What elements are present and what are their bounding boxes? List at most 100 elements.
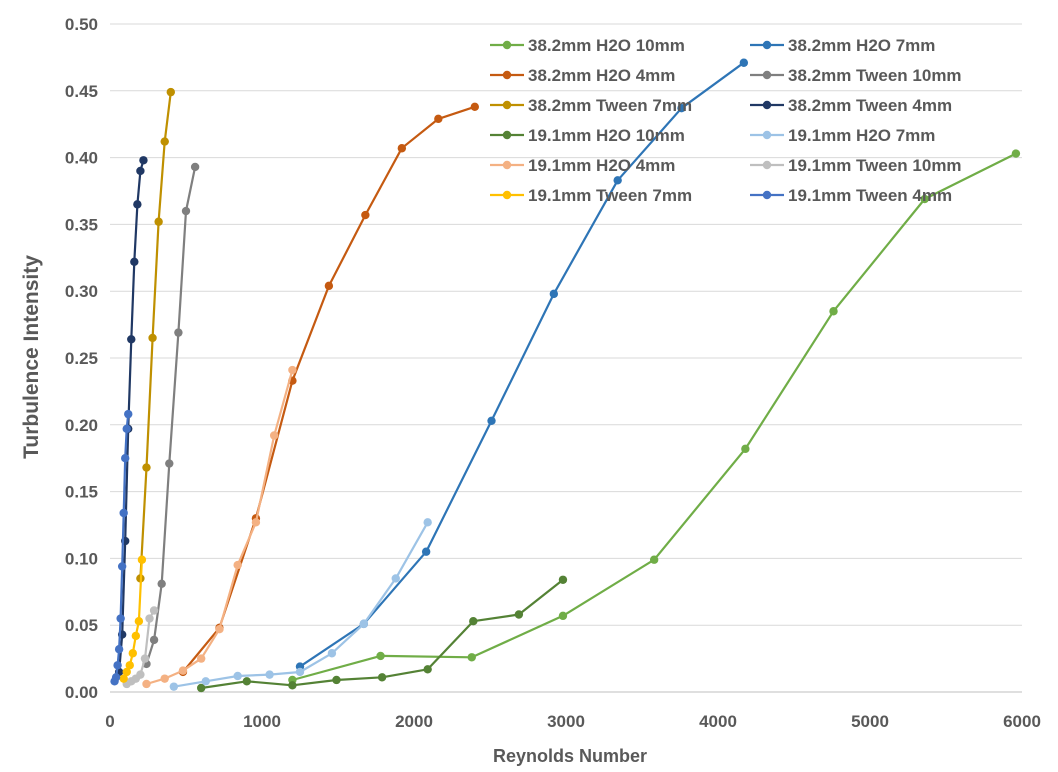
legend-entry: 19.1mm Tween 10mm [750, 156, 962, 175]
legend-entry: 38.2mm H2O 4mm [490, 66, 675, 85]
data-point [160, 674, 169, 683]
data-point [133, 200, 142, 209]
data-point [514, 610, 524, 619]
data-point [421, 547, 431, 556]
data-point [137, 555, 147, 564]
x-tick-label: 0 [105, 712, 114, 731]
data-point [423, 665, 432, 674]
series-19-1mm-tween-4mm [110, 409, 133, 686]
data-point [134, 616, 144, 626]
series-19-1mm-h2o-4mm [142, 365, 297, 689]
data-point [558, 575, 568, 584]
data-point [160, 137, 169, 146]
y-tick-label: 0.50 [65, 15, 98, 34]
data-point [470, 102, 479, 112]
legend-swatch-marker [762, 160, 772, 170]
data-point [139, 156, 148, 165]
data-point [114, 645, 124, 654]
x-tick-label: 6000 [1003, 712, 1041, 731]
data-point [169, 682, 179, 691]
y-axis-title: Turbulence Intensity [20, 255, 43, 459]
data-point [197, 654, 206, 663]
data-point [739, 58, 749, 67]
legend-swatch-marker [502, 100, 512, 110]
series-line [299, 61, 745, 668]
data-point [136, 670, 145, 679]
data-point [288, 681, 297, 690]
data-point [233, 671, 242, 681]
data-point [295, 667, 305, 677]
data-point [649, 555, 659, 564]
data-point [677, 103, 686, 113]
data-point [332, 675, 341, 685]
legend-entry: 19.1mm Tween 7mm [490, 186, 692, 205]
data-point [140, 654, 150, 663]
x-tick-label: 5000 [851, 712, 889, 731]
legend-swatch-marker [502, 160, 512, 170]
legend-label: 38.2mm Tween 10mm [788, 66, 962, 85]
data-point [288, 365, 297, 375]
data-point [265, 670, 274, 679]
data-point [201, 677, 210, 686]
legend-label: 19.1mm H2O 10mm [528, 126, 685, 145]
series-lines [110, 58, 1021, 693]
legend-label: 19.1mm Tween 7mm [528, 186, 692, 205]
data-point [113, 661, 122, 670]
legend-entry: 19.1mm H2O 10mm [490, 126, 685, 145]
data-point [829, 307, 838, 316]
legend-label: 38.2mm H2O 4mm [528, 66, 675, 85]
data-point [157, 579, 166, 588]
data-point [233, 560, 242, 570]
series-19-1mm-tween-7mm [119, 555, 147, 683]
data-point [434, 114, 443, 124]
x-tick-label: 2000 [395, 712, 433, 731]
y-tick-label: 0.05 [65, 616, 98, 635]
legend-swatch-marker [762, 70, 772, 80]
data-point [116, 614, 125, 623]
legend-entry: 38.2mm Tween 10mm [750, 66, 962, 85]
series-38-2mm-h2o-7mm [295, 58, 749, 671]
data-point [181, 206, 191, 216]
y-tick-label: 0.40 [65, 149, 98, 168]
data-point [359, 619, 369, 629]
legend-entry: 19.1mm H2O 4mm [490, 156, 675, 175]
legend-swatch-marker [502, 190, 512, 200]
data-point [487, 416, 496, 425]
data-point [197, 683, 206, 693]
y-tick-label: 0.10 [65, 549, 98, 568]
data-point [149, 606, 159, 615]
legend-swatch-marker [502, 70, 512, 80]
legend: 38.2mm H2O 10mm 38.2mm H2O 7mm 38.2mm H2O … [490, 36, 962, 205]
data-point [130, 257, 139, 267]
data-point [174, 328, 183, 337]
legend-label: 38.2mm Tween 4mm [788, 96, 952, 115]
data-point [111, 673, 121, 682]
data-point [125, 661, 134, 670]
legend-label: 19.1mm H2O 4mm [528, 156, 675, 175]
legend-swatch-marker [762, 100, 772, 110]
y-tick-label: 0.00 [65, 683, 98, 702]
legend-label: 19.1mm Tween 4mm [788, 186, 952, 205]
series-19-1mm-h2o-10mm [197, 575, 568, 693]
data-point [178, 666, 188, 675]
data-point [423, 518, 432, 527]
data-point [165, 459, 174, 468]
data-point [327, 649, 337, 658]
legend-entry: 19.1mm Tween 4mm [750, 186, 952, 205]
data-point [142, 463, 151, 472]
data-point [122, 667, 131, 677]
legend-swatch-marker [762, 130, 772, 140]
data-point [136, 166, 145, 176]
y-tick-label: 0.15 [65, 483, 98, 502]
legend-entry: 38.2mm H2O 10mm [490, 36, 685, 55]
data-point [117, 562, 127, 571]
data-point [124, 409, 133, 419]
data-point [145, 614, 154, 623]
data-point [741, 444, 750, 454]
data-point [376, 651, 385, 661]
data-point [215, 625, 224, 634]
data-point [377, 673, 387, 682]
